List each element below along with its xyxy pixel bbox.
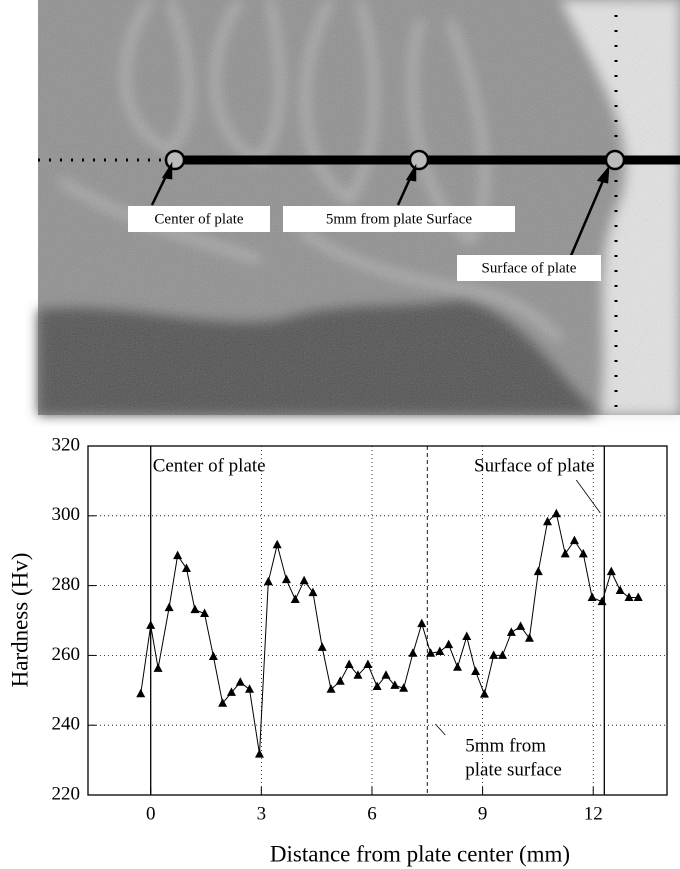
marker (136, 689, 145, 698)
y-axis-label: Hardness (Hv) (7, 553, 32, 688)
marker (381, 670, 390, 679)
image-label: Surface of plate (482, 260, 577, 276)
marker (453, 662, 462, 671)
x-tick-label: 3 (257, 803, 267, 824)
annotation: Center of plate (153, 455, 266, 476)
plot-frame (88, 446, 667, 795)
marker (236, 677, 245, 686)
marker (300, 576, 309, 585)
marker (588, 592, 597, 601)
x-tick-label: 12 (584, 803, 603, 824)
marker (480, 689, 489, 698)
leader-line (435, 724, 445, 735)
marker (498, 650, 507, 659)
y-tick-label: 320 (52, 434, 81, 455)
marker (507, 627, 516, 636)
x-tick-label: 9 (478, 803, 488, 824)
marker (579, 549, 588, 558)
leader-line (576, 480, 600, 513)
marker (417, 619, 426, 628)
series-line (141, 514, 639, 755)
marker (634, 592, 643, 601)
image-label: 5mm from plate Surface (326, 211, 473, 227)
marker (462, 632, 471, 641)
marker (165, 603, 174, 612)
marker (282, 575, 291, 584)
marker (154, 663, 163, 672)
y-tick-label: 280 (52, 574, 81, 595)
marker (534, 567, 543, 576)
marker (552, 509, 561, 518)
marker (190, 605, 199, 614)
marker (264, 577, 273, 586)
marker (273, 540, 282, 549)
x-axis-label: Distance from plate center (mm) (270, 841, 570, 866)
marker (625, 592, 634, 601)
y-tick-label: 260 (52, 644, 81, 665)
marker (336, 676, 345, 685)
marker (607, 567, 616, 576)
marker (345, 659, 354, 668)
marker (435, 647, 444, 656)
marker (245, 684, 254, 693)
y-tick-label: 240 (52, 714, 81, 735)
chart: Distance from plate center (mm) Hardness… (7, 434, 667, 866)
figure: Center of plate 5mm from plate Surface S… (0, 0, 680, 869)
micrograph: Center of plate 5mm from plate Surface S… (38, 0, 680, 415)
annotation: Surface of plate (474, 455, 594, 476)
marker (543, 517, 552, 526)
marker (444, 640, 453, 649)
marker (570, 536, 579, 545)
annotation: plate surface (465, 759, 562, 780)
y-tick-label: 300 (52, 504, 81, 525)
marker (408, 648, 417, 657)
marker (146, 620, 155, 629)
x-tick-label: 0 (146, 803, 156, 824)
marker (255, 749, 264, 758)
marker (516, 621, 525, 630)
marker (318, 642, 327, 651)
marker (327, 684, 336, 693)
marker (471, 666, 480, 675)
marker (182, 563, 191, 572)
marker (489, 650, 498, 659)
annotation: 5mm from (465, 735, 546, 756)
marker (291, 595, 300, 604)
x-tick-label: 6 (367, 803, 377, 824)
marker (363, 659, 372, 668)
image-label: Center of plate (154, 211, 243, 227)
marker (616, 585, 625, 594)
y-tick-label: 220 (52, 783, 81, 804)
marker (173, 551, 182, 560)
